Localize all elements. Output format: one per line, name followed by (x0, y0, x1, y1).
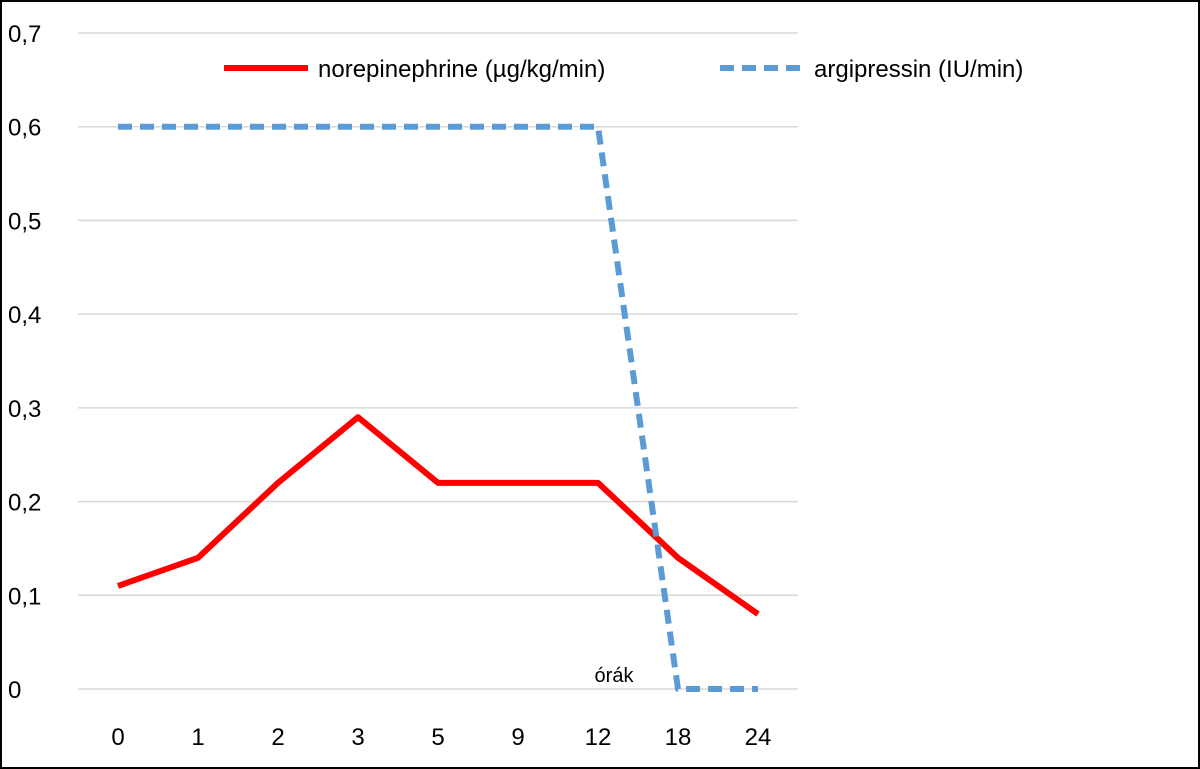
x-tick-label: 24 (745, 724, 772, 751)
y-tick-label: 0,6 (8, 115, 41, 142)
y-tick-label: 0,7 (8, 21, 41, 48)
x-tick-label: 18 (665, 724, 692, 751)
x-axis-unit-annotation: órák (595, 665, 635, 687)
y-tick-label: 0,3 (8, 396, 41, 423)
y-tick-label: 0,5 (8, 208, 41, 235)
legend-label-norepinephrine: norepinephrine (µg/kg/min) (318, 56, 605, 83)
x-tick-label: 2 (271, 724, 284, 751)
series-line-argipressin (118, 123, 758, 692)
gridlines (78, 32, 798, 690)
series-lines (117, 123, 760, 692)
y-axis-tick-labels: 0 0,1 0,2 0,3 0,4 0,5 0,6 0,7 (8, 21, 41, 704)
x-tick-label: 1 (191, 724, 204, 751)
y-tick-label: 0 (8, 677, 21, 704)
x-tick-label: 5 (431, 724, 444, 751)
x-axis-tick-labels: 0 1 2 3 5 9 12 18 24 (111, 724, 771, 751)
y-tick-label: 0,2 (8, 490, 41, 517)
legend-label-argipressin: argipressin (IU/min) (814, 56, 1023, 83)
y-tick-label: 0,1 (8, 583, 41, 610)
y-tick-label: 0,4 (8, 302, 41, 329)
x-tick-label: 0 (111, 724, 124, 751)
x-tick-label: 9 (511, 724, 524, 751)
series-line-norepinephrine (117, 414, 760, 617)
legend: norepinephrine (µg/kg/min) argipressin (… (224, 56, 1023, 83)
x-tick-label: 3 (351, 724, 364, 751)
x-tick-label: 12 (585, 724, 612, 751)
